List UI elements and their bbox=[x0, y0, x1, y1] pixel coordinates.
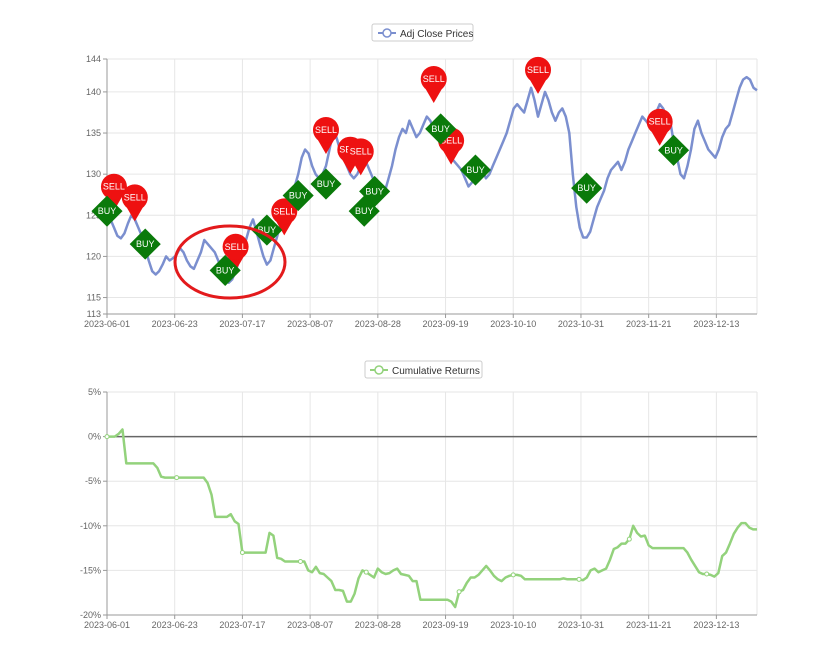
sell-signal-label: SELL bbox=[350, 146, 372, 156]
signal-markers: SELLSELLSELLSELLSELLSELLSELLSELLSELLSELL… bbox=[91, 56, 690, 286]
x-tick-label: 2023-10-10 bbox=[490, 620, 536, 630]
returns-legend[interactable]: Cumulative Returns bbox=[364, 360, 483, 379]
buy-signal-label: BUY bbox=[664, 145, 683, 155]
sell-signal-marker: SELL bbox=[525, 56, 552, 94]
returns-legend-label: Cumulative Returns bbox=[392, 366, 480, 377]
returns-series bbox=[104, 428, 757, 609]
y-tick-label: 135 bbox=[86, 128, 101, 138]
series-point bbox=[576, 576, 582, 582]
y-tick-label: -15% bbox=[80, 565, 101, 575]
sell-signal-label: SELL bbox=[423, 74, 445, 84]
returns-grid bbox=[106, 391, 758, 616]
sell-signal-label: SELL bbox=[103, 182, 125, 192]
x-tick-label: 2023-11-21 bbox=[626, 319, 671, 329]
x-tick-label: 2023-06-01 bbox=[84, 319, 130, 329]
buy-signal-marker: BUY bbox=[129, 228, 161, 260]
buy-signal-label: BUY bbox=[258, 225, 277, 235]
buy-signal-label: BUY bbox=[365, 186, 384, 196]
series-point bbox=[510, 572, 516, 578]
price-legend-label: Adj Close Prices bbox=[400, 29, 473, 40]
x-tick-label: 2023-09-19 bbox=[423, 319, 469, 329]
x-tick-label: 2023-08-28 bbox=[355, 319, 401, 329]
sell-signal-label: SELL bbox=[273, 206, 295, 216]
x-tick-label: 2023-08-07 bbox=[287, 319, 333, 329]
buy-signal-marker: BUY bbox=[91, 195, 123, 227]
buy-signal-label: BUY bbox=[431, 124, 450, 134]
y-tick-label: -5% bbox=[85, 476, 101, 486]
sell-signal-label: SELL bbox=[225, 242, 247, 252]
sell-signal-marker: SELL bbox=[347, 138, 374, 176]
buy-signal-label: BUY bbox=[136, 239, 155, 249]
returns-axes: 5% 0% -5% -10% -15% -20%2023-06-01 2023-06-23 2… bbox=[80, 387, 757, 630]
x-tick-label: 2023-10-31 bbox=[558, 319, 604, 329]
buy-signal-marker: BUY bbox=[425, 113, 457, 145]
sell-signal-marker: SELL bbox=[646, 108, 673, 146]
price-series bbox=[105, 75, 758, 284]
buy-signal-marker: BUY bbox=[209, 254, 241, 286]
x-tick-label: 2023-06-23 bbox=[152, 620, 198, 630]
buy-signal-label: BUY bbox=[289, 191, 308, 201]
sell-signal-marker: SELL bbox=[100, 173, 127, 211]
x-tick-label: 2023-12-13 bbox=[693, 319, 739, 329]
y-tick-label: 125 bbox=[86, 210, 101, 220]
y-tick-label: 0% bbox=[88, 432, 101, 442]
sell-signal-label: SELL bbox=[649, 117, 671, 127]
buy-signal-marker: BUY bbox=[282, 179, 314, 212]
x-tick-label: 2023-12-13 bbox=[693, 620, 739, 630]
series-point bbox=[704, 571, 710, 577]
y-tick-label: 115 bbox=[87, 293, 101, 303]
series-point bbox=[456, 589, 462, 595]
x-tick-label: 2023-11-21 bbox=[626, 620, 671, 630]
x-tick-label: 2023-06-01 bbox=[84, 620, 130, 630]
sell-signal-marker: SELL bbox=[420, 65, 447, 103]
x-tick-label: 2023-07-17 bbox=[219, 319, 265, 329]
x-tick-label: 2023-07-17 bbox=[219, 620, 265, 630]
series-point bbox=[626, 536, 632, 542]
x-tick-label: 2023-06-23 bbox=[152, 319, 198, 329]
highlight-circle bbox=[173, 224, 287, 300]
y-tick-label: 5% bbox=[88, 387, 101, 397]
series-point bbox=[104, 434, 110, 440]
y-tick-label: 113 bbox=[87, 309, 101, 319]
price-legend[interactable]: Adj Close Prices bbox=[371, 23, 474, 42]
series-line bbox=[105, 75, 758, 284]
price-axes: 113 115 120 125 130 135 140 144 2023-06-01 2023-0… bbox=[84, 54, 757, 329]
y-tick-label: -20% bbox=[80, 610, 101, 620]
y-tick-label: -10% bbox=[80, 521, 101, 531]
sell-signal-marker: SELL bbox=[312, 116, 339, 154]
y-tick-label: 120 bbox=[86, 251, 101, 261]
buy-signal-label: BUY bbox=[216, 265, 235, 275]
buy-signal-marker: BUY bbox=[459, 154, 492, 186]
sell-signal-label: SELL bbox=[315, 125, 337, 135]
sell-signal-marker: SELL bbox=[222, 233, 249, 271]
series-point bbox=[297, 558, 303, 564]
buy-signal-label: BUY bbox=[98, 206, 117, 216]
buy-signal-label: BUY bbox=[466, 165, 485, 175]
x-tick-label: 2023-10-10 bbox=[490, 319, 536, 329]
x-tick-label: 2023-08-28 bbox=[355, 620, 401, 630]
buy-signal-label: BUY bbox=[577, 183, 596, 193]
buy-signal-marker: BUY bbox=[310, 168, 342, 200]
sell-signal-marker: SELL bbox=[121, 184, 148, 222]
x-tick-label: 2023-09-19 bbox=[423, 620, 469, 630]
buy-signal-label: BUY bbox=[317, 179, 336, 189]
sell-signal-label: SELL bbox=[440, 136, 462, 146]
y-tick-label: 140 bbox=[86, 87, 101, 97]
x-tick-label: 2023-08-07 bbox=[287, 620, 333, 630]
y-tick-label: 130 bbox=[86, 169, 101, 179]
sell-signal-label: SELL bbox=[124, 192, 146, 202]
x-tick-label: 2023-10-31 bbox=[558, 620, 604, 630]
buy-signal-marker: BUY bbox=[359, 175, 391, 207]
series-point bbox=[239, 550, 245, 556]
buy-signal-label: BUY bbox=[355, 206, 374, 216]
series-point bbox=[174, 475, 180, 481]
sell-signal-label: SELL bbox=[527, 65, 549, 75]
series-point bbox=[363, 569, 369, 575]
y-tick-label: 144 bbox=[86, 54, 101, 64]
sell-signal-marker: SELL bbox=[271, 198, 298, 236]
series-line bbox=[107, 428, 757, 609]
